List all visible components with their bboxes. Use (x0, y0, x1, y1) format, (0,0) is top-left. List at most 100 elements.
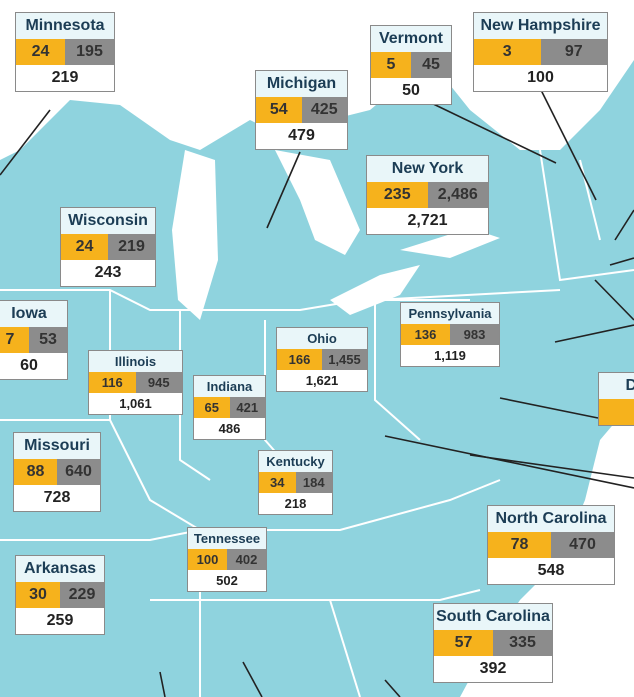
count-row: 7 (599, 399, 634, 425)
count-row: 235 2,486 (367, 182, 488, 208)
state-box: Pennsylvania 136 983 1,119 (400, 302, 500, 367)
orange-count: 78 (488, 532, 551, 558)
count-row: 54 425 (256, 97, 347, 123)
total-count: 100 (527, 69, 554, 86)
gray-count: 335 (493, 630, 552, 656)
orange-count: 166 (277, 349, 322, 370)
orange-count: 3 (474, 39, 541, 65)
orange-count: 24 (16, 39, 65, 65)
orange-count: 24 (61, 234, 108, 260)
gray-count: 97 (540, 39, 607, 65)
count-row: 30 229 (16, 582, 104, 608)
orange-count: 100 (188, 549, 227, 570)
count-row: 24 219 (61, 234, 155, 260)
gray-count: 421 (229, 397, 265, 418)
orange-count: 65 (194, 397, 230, 418)
gray-count: 640 (57, 459, 100, 485)
gray-count: 402 (227, 549, 266, 570)
total-count: 243 (94, 264, 122, 281)
count-row: 5 45 (371, 52, 451, 78)
total-count: 218 (284, 496, 307, 511)
orange-count: 88 (14, 459, 57, 485)
gray-count: 425 (301, 97, 347, 123)
orange-count: 7 (0, 327, 29, 353)
count-row: 24 195 (16, 39, 114, 65)
gray-count: 184 (295, 472, 332, 493)
count-row: 34 184 (259, 472, 332, 493)
gray-count: 983 (450, 324, 499, 345)
gray-count: 53 (29, 327, 67, 353)
orange-count: 54 (256, 97, 302, 123)
state-name: Ohio (277, 328, 367, 349)
state-box: New Hampshire 3 97 100 (473, 12, 608, 92)
state-name: Pennsylvania (401, 303, 499, 324)
total-count: 548 (537, 562, 565, 579)
orange-count: 235 (367, 182, 428, 208)
state-borders (0, 149, 634, 697)
state-box: Arkansas 30 229 259 (15, 555, 105, 635)
count-row: 100 402 (188, 549, 266, 570)
leader-lines (0, 87, 634, 697)
total-count: 219 (51, 69, 79, 86)
total-count: 1,119 (434, 348, 466, 363)
state-name: North Carolina (488, 506, 614, 532)
orange-count: 7 (599, 399, 634, 425)
state-box: Minnesota 24 195 219 (15, 12, 115, 92)
state-name: Minnesota (16, 13, 114, 39)
total-count: 2,721 (407, 212, 448, 229)
orange-count: 5 (371, 52, 411, 78)
count-row: 78 470 (488, 532, 614, 558)
gray-count: 195 (65, 39, 114, 65)
state-box: Michigan 54 425 479 (255, 70, 348, 150)
gray-count: 219 (108, 234, 155, 260)
state-box: Iowa 7 53 60 (0, 300, 68, 380)
state-name: Michigan (256, 71, 347, 97)
gray-count: 1,455 (322, 349, 367, 370)
orange-count: 34 (259, 472, 296, 493)
gray-count: 2,486 (427, 182, 488, 208)
state-box: New York 235 2,486 2,721 (366, 155, 489, 235)
state-box: Indiana 65 421 486 (193, 375, 266, 440)
count-row: 65 421 (194, 397, 265, 418)
state-box: Ohio 166 1,455 1,621 (276, 327, 368, 392)
total-count: 50 (402, 82, 420, 99)
orange-count: 30 (16, 582, 60, 608)
orange-count: 136 (401, 324, 450, 345)
count-row: 136 983 (401, 324, 499, 345)
state-name: New York (367, 156, 488, 182)
total-count: 259 (46, 612, 74, 629)
state-name: New Hampshire (474, 13, 607, 39)
orange-count: 116 (89, 372, 136, 393)
count-row: 88 640 (14, 459, 100, 485)
state-name: Kentucky (259, 451, 332, 472)
state-name: Vermont (371, 26, 451, 52)
state-box: Del7 (598, 372, 634, 426)
state-box: Missouri 88 640 728 (13, 432, 101, 512)
total-count: 1,061 (119, 396, 152, 411)
state-name: Missouri (14, 433, 100, 459)
state-box: North Carolina 78 470 548 (487, 505, 615, 585)
state-box: Tennessee 100 402 502 (187, 527, 267, 592)
count-row: 3 97 (474, 39, 607, 65)
count-row: 57 335 (434, 630, 552, 656)
state-name: Indiana (194, 376, 265, 397)
count-row: 7 53 (0, 327, 67, 353)
state-box: Kentucky 34 184 218 (258, 450, 333, 515)
total-count: 502 (216, 573, 238, 588)
state-name: Del (599, 373, 634, 399)
count-row: 116 945 (89, 372, 182, 393)
state-box: Wisconsin 24 219 243 (60, 207, 156, 287)
total-count: 1,621 (305, 373, 339, 388)
total-count: 486 (218, 421, 241, 436)
state-name: Iowa (0, 301, 67, 327)
gray-count: 945 (135, 372, 182, 393)
state-name: Illinois (89, 351, 182, 372)
total-count: 392 (479, 660, 507, 677)
gray-count: 229 (60, 582, 104, 608)
state-name: Arkansas (16, 556, 104, 582)
state-name: Wisconsin (61, 208, 155, 234)
total-count: 728 (43, 489, 71, 506)
orange-count: 57 (434, 630, 493, 656)
gray-count: 470 (551, 532, 614, 558)
